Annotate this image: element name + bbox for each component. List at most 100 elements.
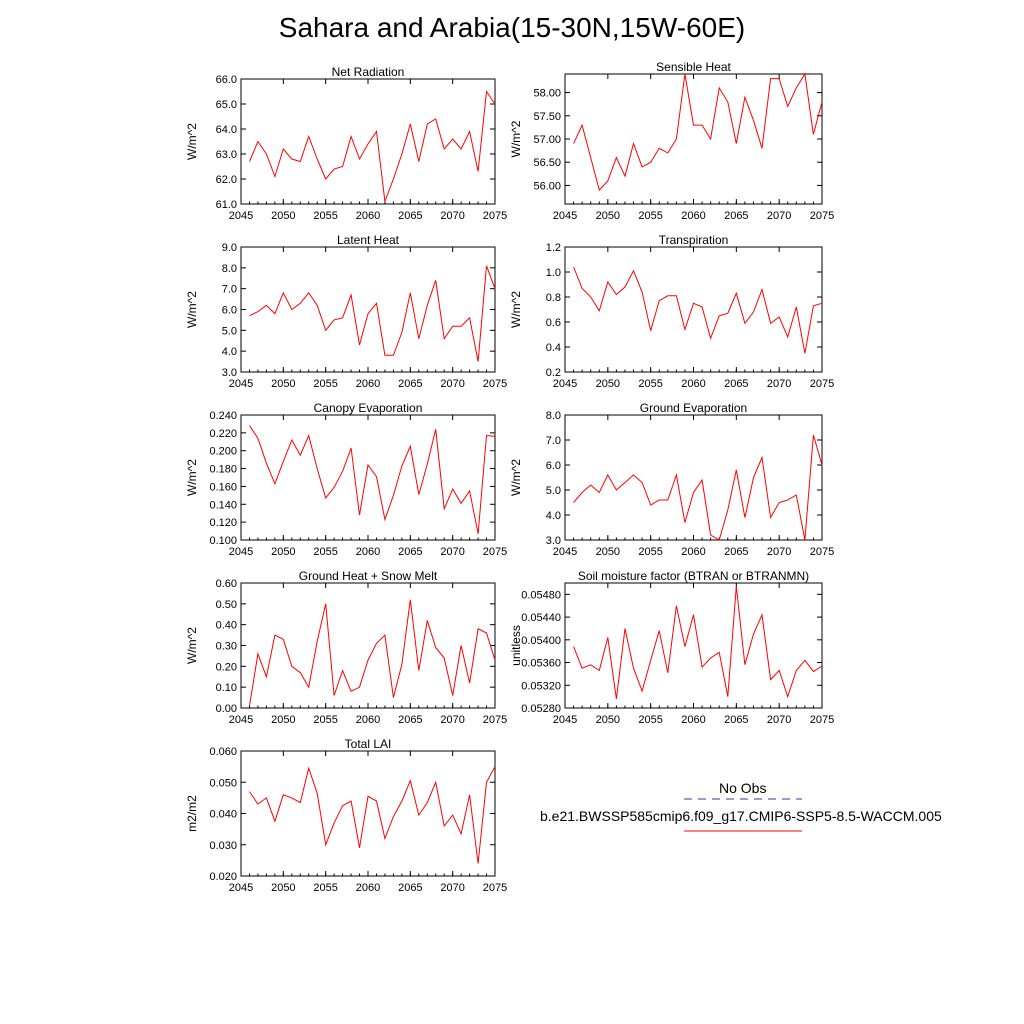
x-tick-label: 2075 [483, 210, 507, 222]
y-tick-label: 0.2 [546, 367, 561, 379]
y-tick-label: 0.8 [546, 292, 561, 304]
y-tick-label: 0.40 [216, 620, 237, 632]
y-tick-label: 0.05360 [521, 658, 561, 670]
x-tick-label: 2050 [596, 378, 620, 390]
series-line [249, 265, 496, 362]
chart-panel: Canopy Evaporation W/m^2 2045 2050 2055 2060 2… [185, 401, 507, 558]
x-tick-label: 2070 [767, 714, 791, 726]
y-tick-label: 0.05400 [521, 635, 561, 647]
x-tick-label: 2075 [810, 546, 834, 558]
x-tick-label: 2045 [229, 378, 253, 390]
x-tick-label: 2060 [681, 210, 705, 222]
y-tick-label: 58.00 [533, 88, 561, 100]
x-tick-label: 2050 [271, 714, 295, 726]
y-tick-label: 0.040 [209, 809, 237, 821]
y-tick-label: 6.0 [222, 305, 237, 317]
y-axis-label: W/m^2 [185, 459, 199, 496]
x-tick-label: 2075 [810, 210, 834, 222]
y-axis-label: m2/m2 [185, 795, 199, 832]
x-tick-label: 2070 [767, 378, 791, 390]
chart-title: Ground Heat + Snow Melt [299, 569, 438, 583]
x-tick-label: 2055 [638, 210, 662, 222]
y-tick-label: 62.0 [216, 174, 237, 186]
x-tick-label: 2055 [313, 714, 337, 726]
series-line [573, 72, 823, 192]
y-axis-label: W/m^2 [185, 123, 199, 160]
x-tick-label: 2065 [724, 378, 748, 390]
x-tick-label: 2060 [356, 882, 380, 894]
y-tick-label: 0.05480 [521, 589, 561, 601]
x-tick-label: 2055 [313, 882, 337, 894]
y-tick-label: 0.220 [209, 428, 237, 440]
x-tick-label: 2065 [724, 210, 748, 222]
y-tick-label: 56.00 [533, 180, 561, 192]
chart-panel: Ground Evaporation W/m^2 2045 2050 2055 2060 2… [509, 401, 834, 558]
legend-obs-label: No Obs [719, 780, 767, 796]
y-tick-label: 0.05440 [521, 612, 561, 624]
y-tick-label: 0.180 [209, 464, 237, 476]
x-tick-label: 2060 [356, 714, 380, 726]
series-line [573, 434, 823, 541]
y-tick-label: 0.240 [209, 410, 237, 422]
y-tick-label: 1.2 [546, 242, 561, 254]
chart-panel: Sensible Heat W/m^2 2045 2050 2055 2060 2065 20… [509, 60, 834, 222]
y-tick-label: 56.50 [533, 157, 561, 169]
x-tick-label: 2070 [440, 882, 464, 894]
series-line [249, 766, 496, 864]
y-axis-label: W/m^2 [185, 627, 199, 664]
chart-title: Ground Evaporation [640, 401, 747, 415]
y-tick-label: 64.0 [216, 124, 237, 136]
y-tick-label: 4.0 [546, 510, 561, 522]
x-tick-label: 2045 [553, 210, 577, 222]
y-tick-label: 0.030 [209, 840, 237, 852]
y-tick-label: 7.0 [222, 284, 237, 296]
page-title: Sahara and Arabia(15-30N,15W-60E) [278, 12, 746, 43]
x-tick-label: 2050 [271, 210, 295, 222]
chart-panel: Total LAI m2/m2 2045 2050 2055 2060 2065 2070 20… [185, 737, 507, 894]
chart-panel: Net Radiation W/m^2 2045 2050 2055 2060 2065 20… [185, 65, 507, 222]
y-tick-label: 0.4 [546, 342, 561, 354]
x-tick-label: 2070 [440, 714, 464, 726]
y-tick-label: 5.0 [222, 325, 237, 337]
y-tick-label: 0.10 [216, 682, 237, 694]
series-line [573, 586, 823, 699]
y-tick-label: 65.0 [216, 99, 237, 111]
y-tick-label: 0.020 [209, 871, 237, 883]
x-tick-label: 2065 [398, 714, 422, 726]
x-tick-label: 2045 [553, 546, 577, 558]
chart-title: Latent Heat [337, 233, 400, 247]
y-tick-label: 7.0 [546, 435, 561, 447]
series-line [573, 266, 823, 354]
plot-frame [564, 582, 823, 709]
chart-panel: Ground Heat + Snow Melt W/m^2 2045 2050 2055… [185, 569, 507, 726]
y-tick-label: 0.05320 [521, 680, 561, 692]
y-axis-label: unitless [509, 625, 523, 666]
y-tick-label: 0.50 [216, 599, 237, 611]
y-tick-label: 6.0 [546, 460, 561, 472]
y-tick-label: 3.0 [546, 535, 561, 547]
legend: No Obs b.e21.BWSSP585cmip6.f09_g17.CMIP6… [520, 780, 960, 840]
legend-obs-line [684, 798, 802, 800]
x-tick-label: 2045 [553, 378, 577, 390]
x-tick-label: 2045 [229, 210, 253, 222]
chart-title: Sensible Heat [656, 60, 731, 74]
y-tick-label: 8.0 [546, 410, 561, 422]
y-tick-label: 0.05280 [521, 703, 561, 715]
series-line [249, 90, 496, 202]
chart-panel: Latent Heat W/m^2 2045 2050 2055 2060 2065 2070… [185, 233, 507, 390]
y-axis-label: W/m^2 [185, 291, 199, 328]
y-tick-label: 0.140 [209, 499, 237, 511]
plot-frame [240, 78, 496, 205]
x-tick-label: 2065 [398, 882, 422, 894]
x-tick-label: 2060 [356, 378, 380, 390]
x-tick-label: 2050 [271, 378, 295, 390]
legend-model-label: b.e21.BWSSP585cmip6.f09_g17.CMIP6-SSP5-8… [540, 808, 942, 824]
x-tick-label: 2050 [596, 210, 620, 222]
x-tick-label: 2060 [356, 210, 380, 222]
x-tick-label: 2055 [638, 714, 662, 726]
x-tick-label: 2060 [681, 714, 705, 726]
y-tick-label: 57.50 [533, 111, 561, 123]
chart-title: Soil moisture factor (BTRAN or BTRANMN) [578, 569, 809, 583]
y-tick-label: 0.00 [216, 703, 237, 715]
